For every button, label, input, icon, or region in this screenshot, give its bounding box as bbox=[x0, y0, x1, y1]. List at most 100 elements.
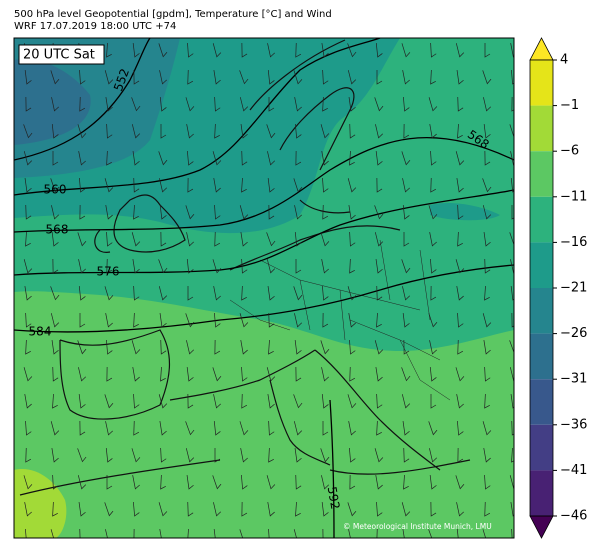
barb-stroke bbox=[187, 528, 193, 538]
barb-stroke bbox=[348, 97, 356, 112]
wind-barb bbox=[25, 528, 32, 538]
barb-stroke bbox=[347, 286, 357, 301]
wind-barb bbox=[375, 367, 383, 382]
wind-barb bbox=[455, 259, 465, 274]
barb-stroke bbox=[347, 394, 357, 409]
barb-stroke bbox=[456, 178, 464, 193]
barb-stroke bbox=[295, 259, 302, 274]
wind-barb bbox=[133, 285, 140, 301]
wind-barb bbox=[483, 124, 491, 139]
wind-barb bbox=[401, 259, 411, 274]
barb-stroke bbox=[23, 151, 33, 166]
colorbar-band bbox=[530, 379, 553, 425]
wind-barb bbox=[132, 475, 140, 490]
barb-stroke bbox=[375, 259, 383, 274]
barb-stroke bbox=[239, 313, 249, 328]
wind-barb bbox=[375, 475, 383, 490]
barb-stroke bbox=[511, 69, 514, 85]
barb-stroke bbox=[212, 259, 222, 274]
wind-barb bbox=[241, 393, 248, 409]
barb-stroke bbox=[240, 232, 248, 247]
wind-barb bbox=[106, 475, 113, 490]
wind-barb bbox=[79, 204, 86, 220]
wind-barb bbox=[268, 420, 275, 436]
wind-barb bbox=[293, 286, 303, 301]
barb-stroke bbox=[160, 474, 166, 490]
barb-stroke bbox=[105, 97, 113, 112]
wind-barb bbox=[428, 529, 438, 538]
wind-barb bbox=[187, 42, 194, 58]
barb-stroke bbox=[133, 69, 140, 85]
wind-barb bbox=[267, 151, 276, 166]
wind-barb bbox=[511, 528, 514, 538]
barb-stroke bbox=[483, 97, 492, 112]
wind-barb bbox=[482, 421, 492, 436]
barb-stroke bbox=[106, 123, 113, 139]
barb-stroke bbox=[321, 43, 329, 58]
barb-stroke bbox=[349, 366, 356, 382]
barb-stroke bbox=[430, 501, 437, 517]
barb-stroke bbox=[185, 205, 195, 220]
barb-stroke bbox=[509, 124, 514, 139]
barb-stroke bbox=[483, 124, 491, 139]
wind-barb bbox=[266, 475, 276, 490]
barb-stroke bbox=[428, 97, 438, 112]
barb-stroke bbox=[213, 421, 221, 436]
barb-stroke bbox=[268, 447, 274, 463]
barb-stroke bbox=[266, 232, 276, 247]
barb-stroke bbox=[375, 367, 383, 382]
barb-stroke bbox=[185, 448, 195, 463]
wind-barb bbox=[187, 393, 194, 409]
barb-stroke bbox=[186, 232, 194, 247]
barb-stroke bbox=[295, 501, 301, 517]
wind-barb bbox=[293, 529, 303, 538]
barb-stroke bbox=[158, 502, 168, 517]
wind-barb bbox=[268, 312, 275, 328]
barb-stroke bbox=[52, 151, 59, 166]
wind-barb bbox=[187, 177, 194, 193]
barb-stroke bbox=[511, 447, 514, 463]
barb-stroke bbox=[266, 124, 276, 139]
barb-stroke bbox=[23, 124, 33, 139]
wind-barb bbox=[429, 367, 437, 382]
wind-barb bbox=[79, 420, 86, 436]
wind-barb bbox=[320, 232, 330, 247]
wind-barb bbox=[267, 43, 275, 58]
barb-stroke bbox=[51, 340, 59, 355]
wind-barb bbox=[133, 528, 140, 538]
barb-stroke bbox=[482, 421, 492, 436]
wind-barb bbox=[158, 43, 168, 58]
barb-stroke bbox=[50, 178, 60, 193]
wind-barb bbox=[483, 232, 491, 247]
barb-stroke bbox=[160, 124, 167, 139]
barb-stroke bbox=[133, 177, 140, 193]
barb-stroke bbox=[457, 312, 464, 328]
wind-barb bbox=[294, 205, 302, 220]
time-label-box bbox=[18, 44, 105, 65]
barb-stroke bbox=[294, 313, 303, 328]
wind-barb bbox=[212, 259, 222, 274]
wind-barb bbox=[23, 367, 33, 382]
colorbar-band bbox=[530, 105, 553, 152]
barb-stroke bbox=[78, 286, 86, 301]
wind-barb bbox=[403, 232, 410, 247]
wind-barb bbox=[131, 232, 141, 247]
barb-stroke bbox=[159, 313, 167, 328]
wind-barb bbox=[349, 231, 356, 247]
wind-barb bbox=[267, 70, 275, 85]
barb-stroke bbox=[268, 339, 274, 355]
wind-barb bbox=[511, 205, 514, 220]
colorbar-tick-label: −16 bbox=[560, 235, 587, 250]
barb-stroke bbox=[132, 43, 140, 58]
barb-stroke bbox=[24, 394, 32, 409]
barb-stroke bbox=[106, 366, 113, 382]
wind-barb bbox=[78, 259, 86, 274]
wind-barb bbox=[159, 97, 167, 112]
barb-stroke bbox=[403, 123, 410, 139]
barb-stroke bbox=[376, 312, 382, 328]
barb-stroke bbox=[320, 340, 330, 355]
wind-barb bbox=[322, 204, 329, 220]
barb-stroke bbox=[457, 420, 464, 436]
wind-barb bbox=[267, 394, 275, 409]
barb-stroke bbox=[403, 474, 409, 490]
